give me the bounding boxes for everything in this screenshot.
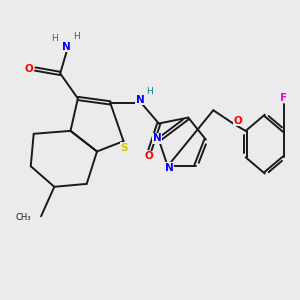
- Text: N: N: [62, 42, 70, 52]
- Text: S: S: [120, 142, 128, 153]
- Text: CH₃: CH₃: [15, 213, 31, 222]
- Text: N: N: [165, 163, 173, 173]
- Text: N: N: [153, 133, 162, 143]
- Text: O: O: [233, 116, 242, 126]
- Text: H: H: [51, 34, 58, 43]
- Text: N: N: [136, 95, 145, 105]
- Text: O: O: [24, 64, 33, 74]
- Text: F: F: [280, 93, 287, 103]
- Text: O: O: [144, 152, 153, 161]
- Text: H: H: [146, 87, 152, 96]
- Text: H: H: [73, 32, 80, 41]
